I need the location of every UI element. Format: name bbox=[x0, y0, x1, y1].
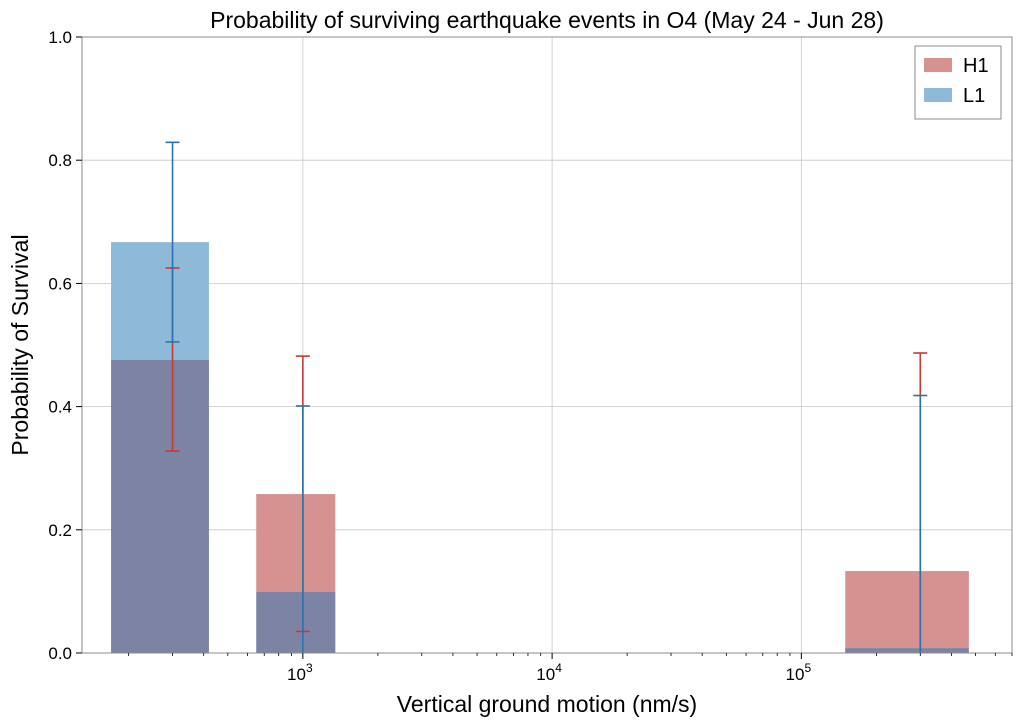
error-bar-layer bbox=[165, 141, 928, 653]
tick-layer: 0.0 0.2 0.4 0.6 0.8 1.0 103 104 105 bbox=[48, 28, 1013, 684]
y-axis-label: Probability of Survival bbox=[7, 234, 33, 455]
x-axis-label: Vertical ground motion (nm/s) bbox=[397, 691, 697, 717]
h1-bar bbox=[845, 571, 969, 649]
l1-legend-label: L1 bbox=[963, 85, 985, 107]
y-tick-label: 0.4 bbox=[48, 398, 72, 417]
l1-bar bbox=[111, 242, 209, 360]
bar-layer bbox=[111, 242, 969, 653]
y-tick-label: 0.2 bbox=[48, 521, 72, 540]
h1-legend-label: H1 bbox=[963, 55, 989, 77]
y-tick-label: 0.6 bbox=[48, 274, 72, 293]
y-tick-label: 0.0 bbox=[48, 644, 72, 663]
x-tick-label: 103 bbox=[287, 661, 313, 684]
h1-legend-swatch bbox=[924, 58, 952, 72]
x-tick-label: 104 bbox=[536, 661, 562, 684]
l1-legend-swatch bbox=[924, 88, 952, 102]
x-tick-label: 105 bbox=[786, 661, 812, 684]
y-tick-label: 1.0 bbox=[48, 28, 72, 47]
chart-title: Probability of surviving earthquake even… bbox=[210, 7, 884, 33]
overlap-bar bbox=[845, 648, 969, 653]
h1-bar bbox=[256, 494, 336, 593]
plot-frame bbox=[81, 36, 1013, 654]
y-tick-label: 0.8 bbox=[48, 151, 72, 170]
overlap-bar bbox=[256, 592, 336, 653]
overlap-bar bbox=[111, 359, 209, 653]
